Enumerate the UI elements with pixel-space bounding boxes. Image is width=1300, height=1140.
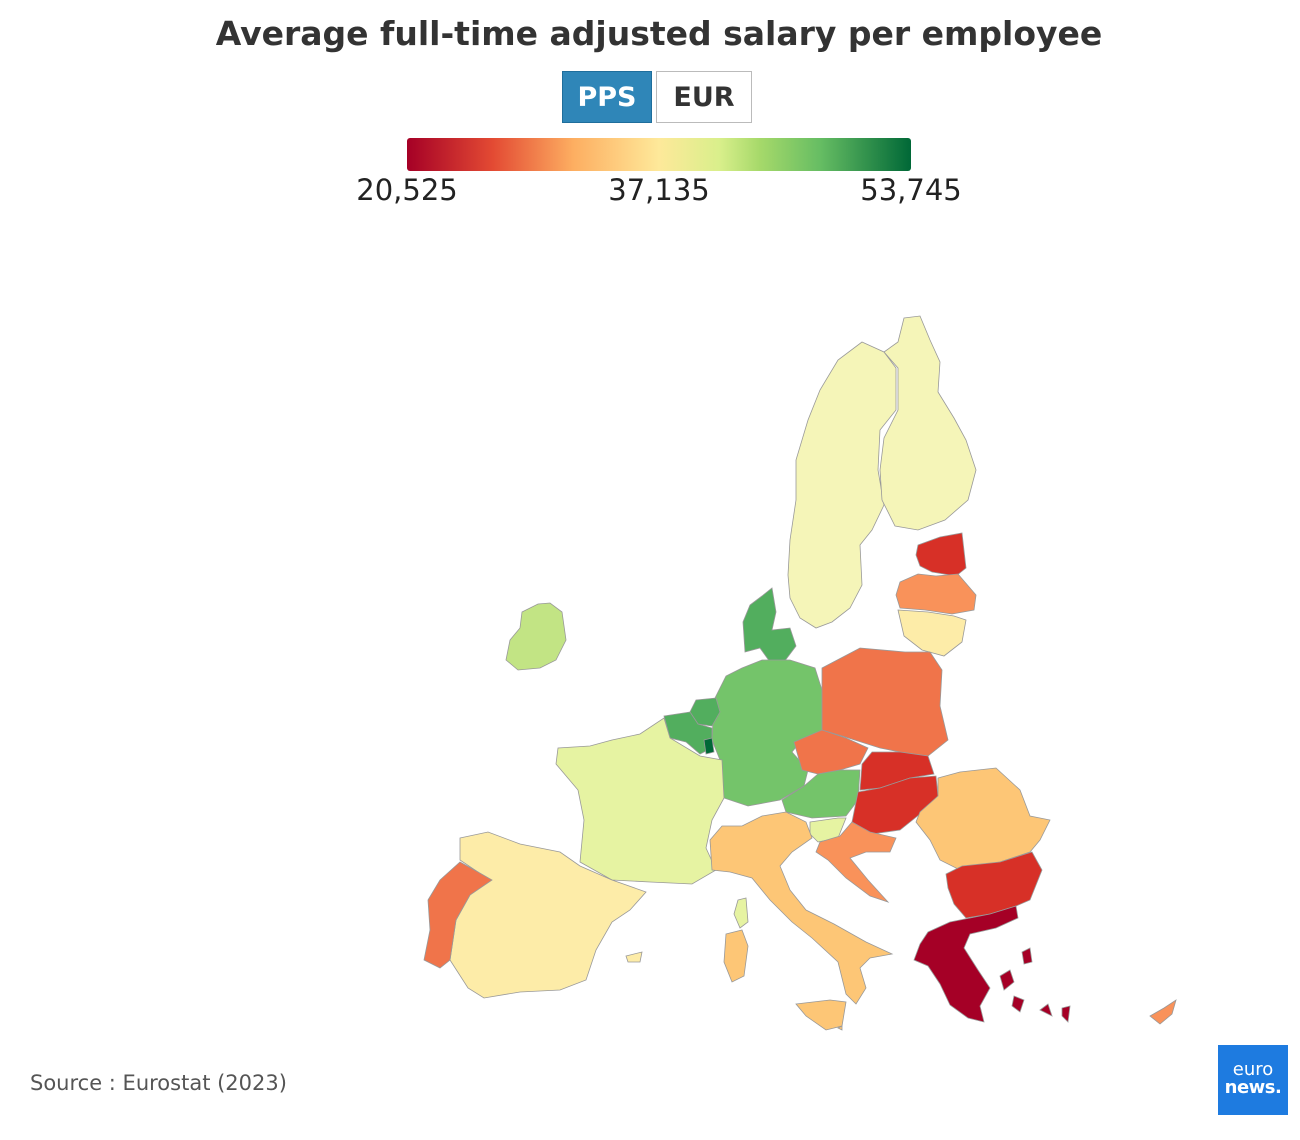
scale-min-label: 20,525 [356, 173, 458, 207]
color-scale-bar [407, 138, 911, 171]
country-france[interactable] [555, 717, 725, 885]
country-malta[interactable] [837, 1025, 843, 1031]
country-croatia[interactable] [815, 821, 897, 903]
country-latvia[interactable] [895, 573, 977, 615]
country-germany[interactable] [711, 659, 823, 807]
euronews-logo: euro news. [1218, 1045, 1288, 1115]
country-czechia[interactable] [793, 729, 869, 775]
country-portugal[interactable] [423, 861, 493, 969]
scale-mid-label: 37,135 [608, 173, 710, 207]
eur-button[interactable]: EUR [656, 71, 752, 123]
logo-line-2: news. [1224, 1077, 1282, 1098]
country-ireland[interactable] [505, 602, 567, 671]
chart-title: Average full-time adjusted salary per em… [215, 14, 1103, 53]
country-slovakia[interactable] [859, 751, 935, 791]
country-cyprus[interactable] [1149, 999, 1177, 1025]
unit-toggle: PPS EUR [562, 71, 752, 123]
country-estonia[interactable] [915, 532, 967, 577]
pps-button[interactable]: PPS [562, 71, 652, 123]
country-luxembourg[interactable] [703, 737, 715, 755]
country-poland[interactable] [821, 647, 949, 757]
country-italy[interactable] [709, 811, 894, 1005]
country-finland[interactable] [879, 315, 977, 531]
scale-max-label: 53,745 [860, 173, 962, 207]
country-italy-sardinia[interactable] [723, 929, 749, 983]
country-lithuania[interactable] [897, 609, 967, 657]
country-bulgaria[interactable] [945, 851, 1043, 919]
country-sweden[interactable] [787, 341, 897, 629]
source-note: Source : Eurostat (2023) [30, 1071, 287, 1095]
country-austria[interactable] [781, 769, 861, 819]
country-greece-islands[interactable] [999, 947, 1071, 1023]
country-france-corsica[interactable] [733, 897, 749, 929]
country-denmark[interactable] [742, 587, 797, 663]
country-spain-balearics[interactable] [625, 951, 643, 963]
country-italy-sicily[interactable] [795, 999, 847, 1031]
country-greece[interactable] [913, 905, 1019, 1023]
logo-line-1: euro [1232, 1059, 1274, 1080]
